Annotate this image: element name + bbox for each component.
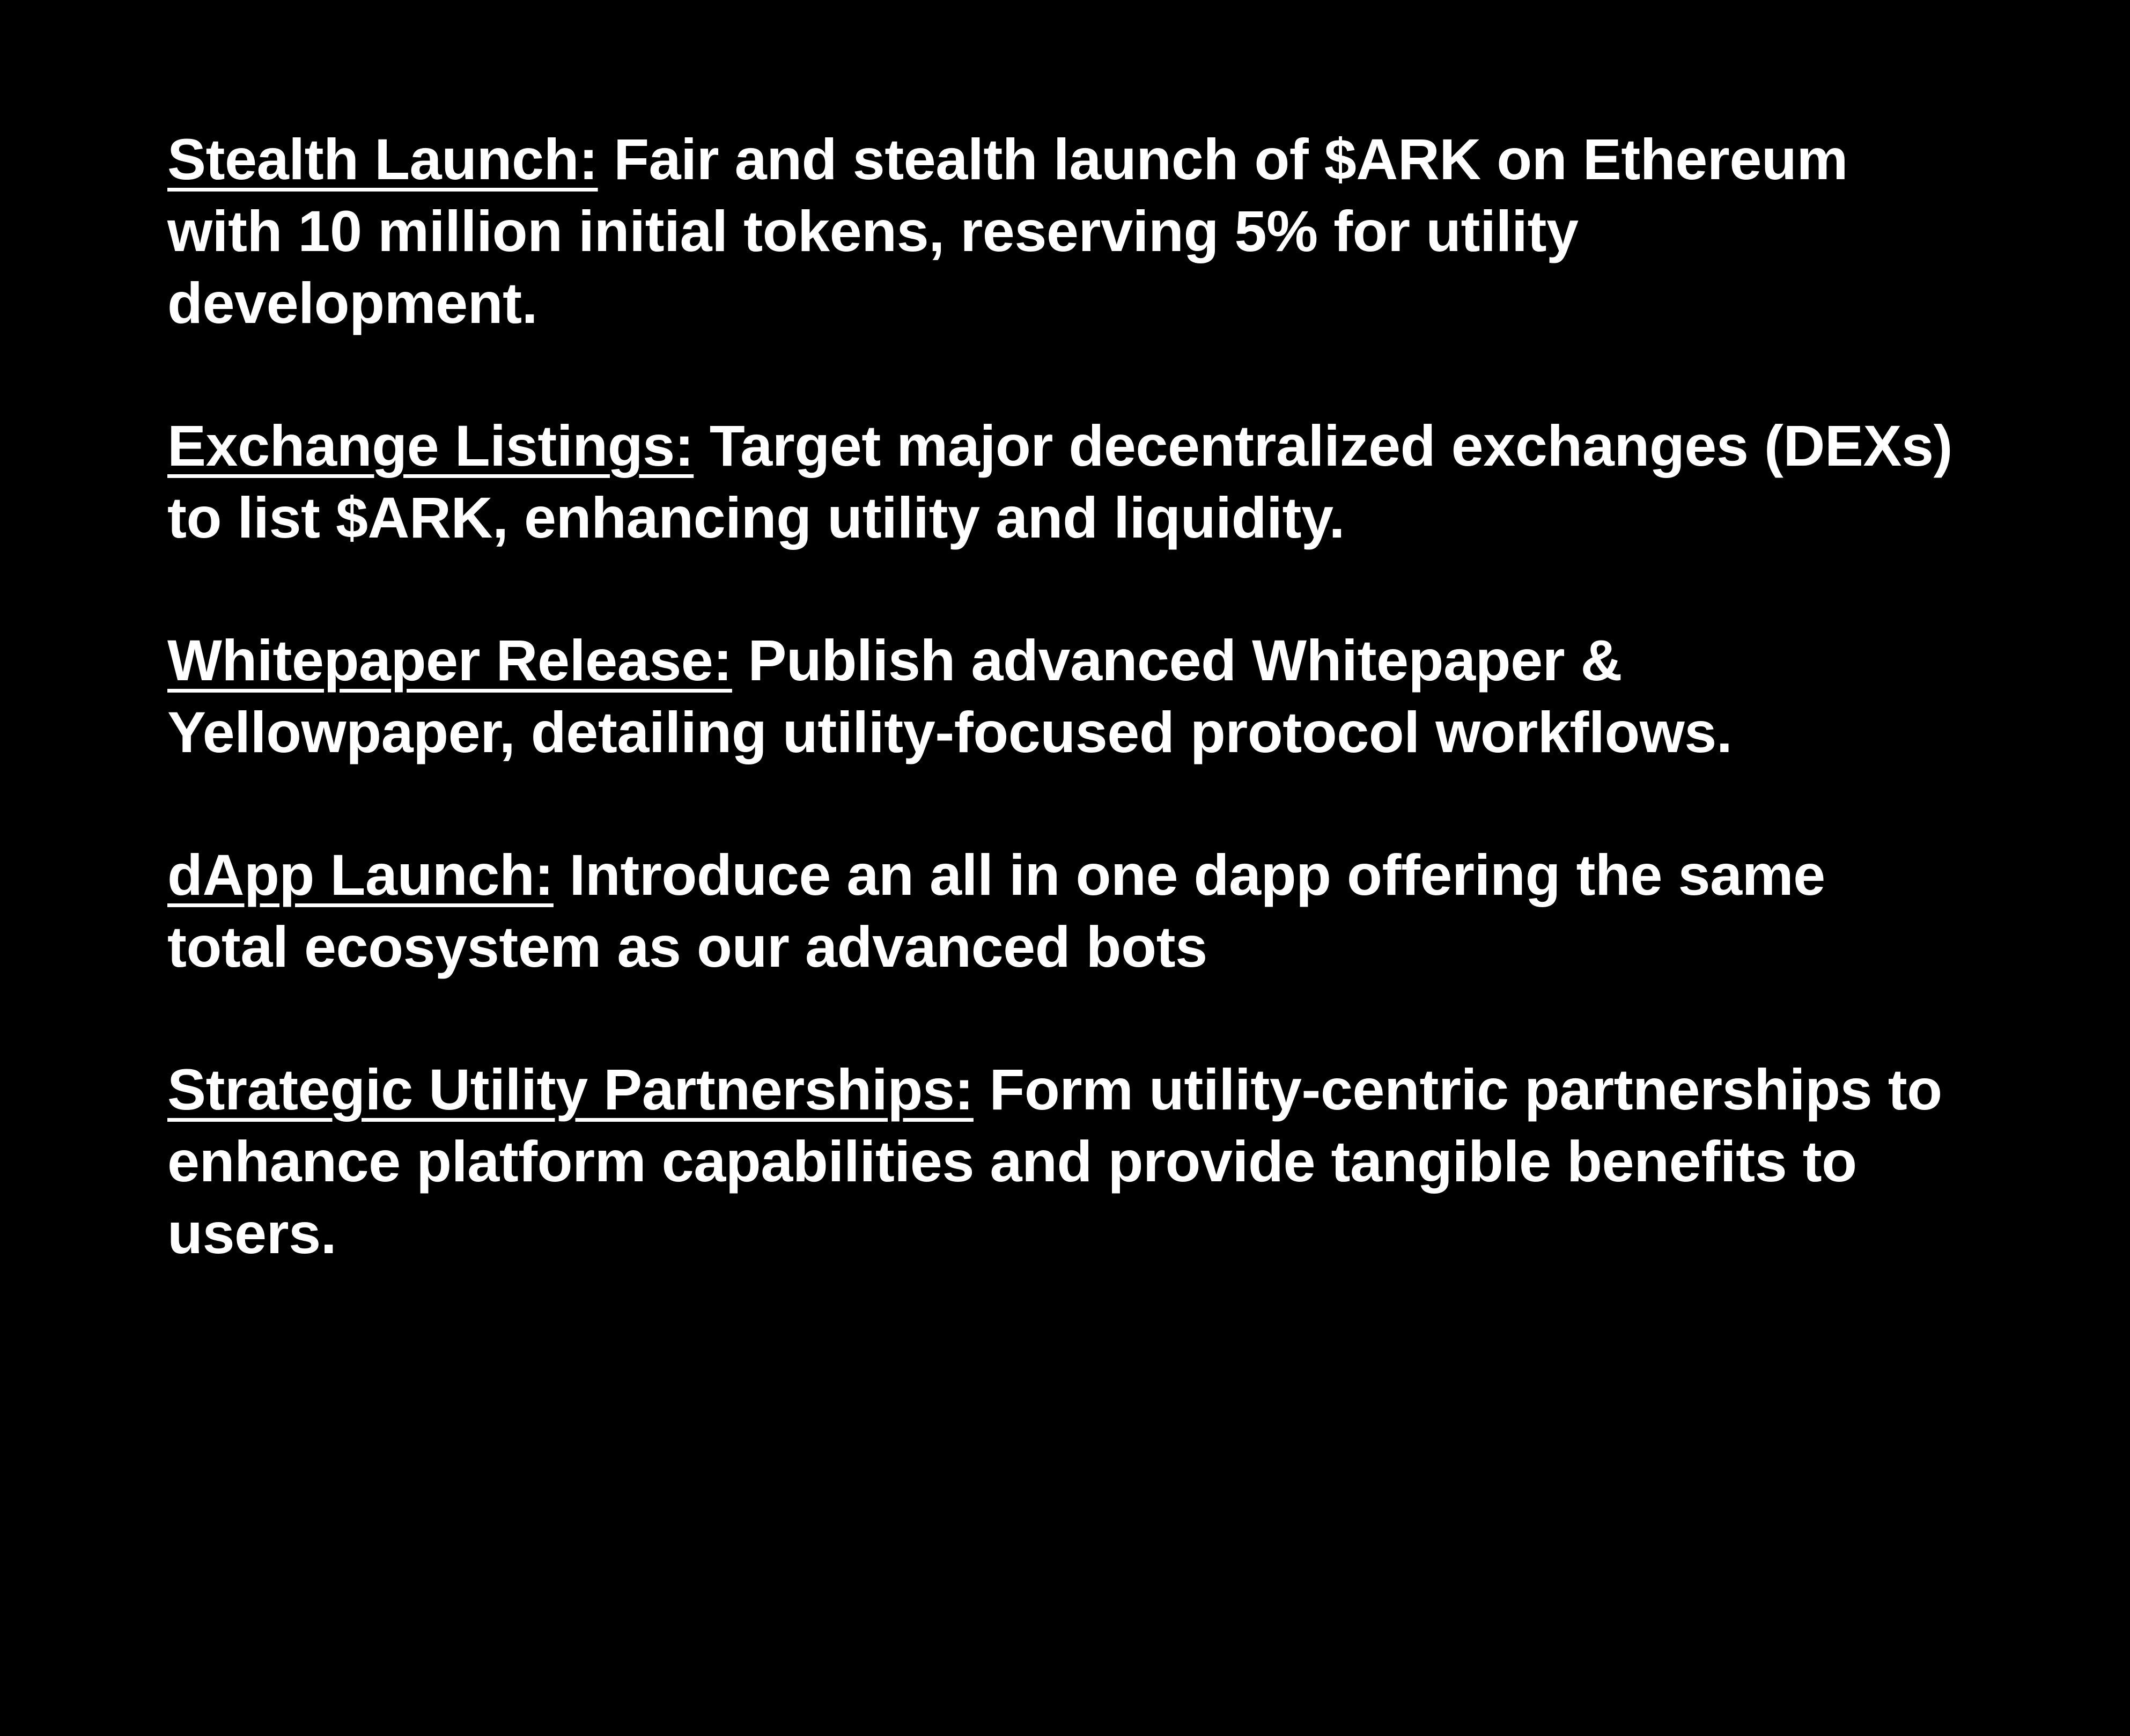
roadmap-list: Stealth Launch: Fair and stealth launch … <box>167 123 1959 1340</box>
roadmap-item-stealth-launch: Stealth Launch: Fair and stealth launch … <box>167 123 1959 339</box>
roadmap-item-text: Fair and stealth launch of $ARK on Ether… <box>167 127 1848 335</box>
roadmap-item-strategic-partnerships: Strategic Utility Partnerships: Form uti… <box>167 1054 1959 1269</box>
roadmap-item-title: dApp Launch: <box>167 842 554 907</box>
roadmap-item-text: Form utility-centric partnerships to enh… <box>167 1057 1942 1266</box>
roadmap-item-text: Target major decentralized exchanges (DE… <box>167 413 1952 550</box>
roadmap-item-text: Publish advanced Whitepaper & Yellowpape… <box>167 628 1733 764</box>
roadmap-item-title: Stealth Launch: <box>167 127 598 192</box>
roadmap-item-text: Introduce an all in one dapp offering th… <box>167 842 1825 979</box>
roadmap-item-title: Whitepaper Release: <box>167 628 732 693</box>
roadmap-item-exchange-listings: Exchange Listings: Target major decentra… <box>167 410 1959 554</box>
roadmap-item-whitepaper-release: Whitepaper Release: Publish advanced Whi… <box>167 624 1959 768</box>
roadmap-item-title: Strategic Utility Partnerships: <box>167 1057 974 1122</box>
roadmap-item-dapp-launch: dApp Launch: Introduce an all in one dap… <box>167 839 1959 983</box>
roadmap-item-title: Exchange Listings: <box>167 413 694 478</box>
